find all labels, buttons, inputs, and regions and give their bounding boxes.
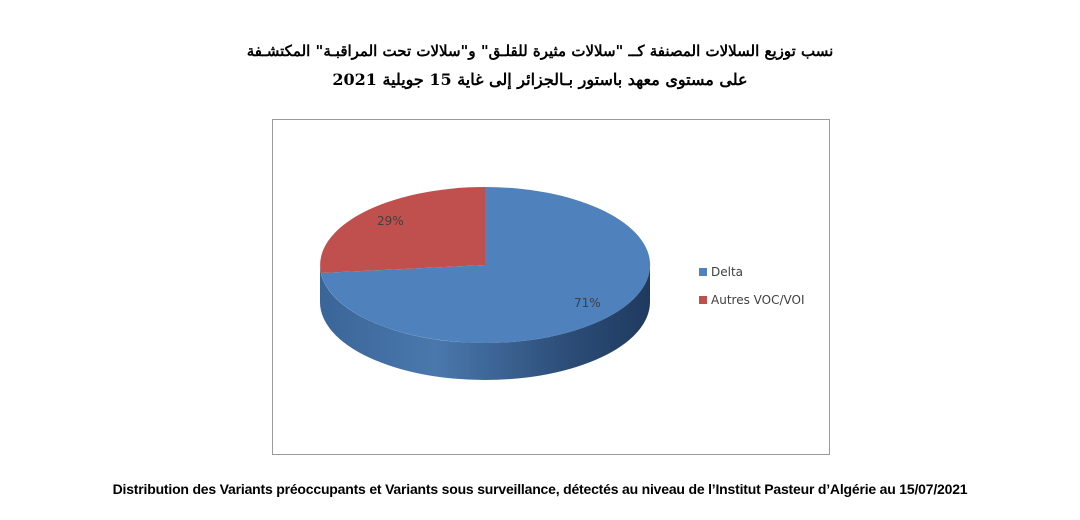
pie-slice-autres: [320, 187, 485, 273]
legend-item-delta: Delta: [699, 265, 805, 279]
pie-slice-delta: [321, 186, 651, 343]
data-label-delta: 71%: [574, 296, 601, 310]
pie-side-delta: [320, 265, 650, 380]
pie-chart-3d: [320, 186, 651, 380]
legend-swatch-icon: [699, 268, 707, 276]
legend-item-autres: Autres VOC/VOI: [699, 293, 805, 307]
legend-label: Delta: [711, 265, 744, 279]
chart-caption-french: Distribution des Variants préoccupants e…: [112, 481, 968, 497]
legend-swatch-icon: [699, 296, 707, 304]
chart-area: 29% 71% Delta Autres VOC/VOI: [272, 119, 830, 455]
chart-title-arabic-line1: نسب توزيع السلالات المصنفة كــ "سلالات م…: [246, 42, 834, 60]
chart-title-arabic-line2: على مستوى معهد باستور بـالجزائر إلى غاية…: [332, 70, 748, 89]
data-label-autres: 29%: [377, 214, 404, 228]
chart-legend: Delta Autres VOC/VOI: [699, 265, 805, 321]
legend-label: Autres VOC/VOI: [711, 293, 805, 307]
